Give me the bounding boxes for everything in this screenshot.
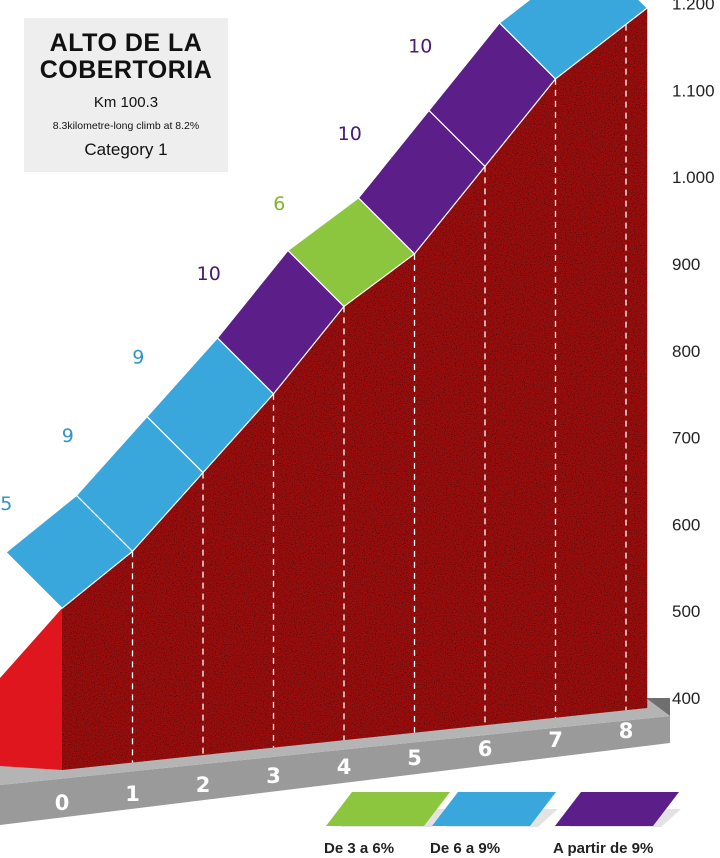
altitude-tick-8: 1.200 [672,0,715,14]
altitude-tick-0: 400 [672,689,700,708]
altitude-ticks: 400 500 600 700 800 900 1.000 1.100 1.200 [672,0,715,708]
gradient-label-6: 10 [338,123,362,145]
km-ticks: 0 1 2 3 4 5 6 7 8 [55,719,634,815]
climb-title: ALTO DE LA COBERTORIA [24,30,228,84]
km-tick-8: 8 [619,719,634,743]
base-cap [646,698,670,716]
climb-description: 8.3kilometre-long climb at 8.2% [52,120,200,132]
ribbon-segment-8 [498,0,649,80]
climb-info-box: ALTO DE LA COBERTORIA Km 100.3 8.3kilome… [24,18,228,172]
legend: De 3 a 6% De 6 a 9% A partir de 9% [324,792,681,857]
km-tick-3: 3 [266,764,281,788]
legend-label-3: A partir de 9% [553,840,653,857]
altitude-tick-4: 800 [672,342,700,361]
climb-km: Km 100.3 [93,94,159,111]
start-block [0,608,62,770]
km-tick-2: 2 [196,773,211,797]
altitude-tick-5: 900 [672,255,700,274]
gradient-label-5: 6 [273,193,285,215]
gradient-label-1: 6,5 [0,493,12,515]
legend-swatch-3 [555,792,679,826]
climb-title-line1: ALTO DE LA [49,29,203,57]
gradient-ribbon [5,0,649,610]
gradient-label-7: 10 [408,36,432,58]
gradient-label-2: 9 [62,425,74,447]
climb-title-line2: COBERTORIA [39,56,213,84]
altitude-tick-2: 600 [672,515,700,534]
km-tick-6: 6 [478,737,493,761]
legend-swatch-2 [432,792,556,826]
km-tick-7: 7 [548,728,563,752]
altitude-tick-1: 500 [672,602,700,621]
profile-wall [0,8,648,770]
altitude-tick-7: 1.100 [672,81,715,100]
legend-label-1: De 3 a 6% [324,840,394,857]
legend-swatch-1 [326,792,450,826]
legend-label-2: De 6 a 9% [430,840,500,857]
gradient-label-4: 10 [197,263,221,285]
altitude-tick-6: 1.000 [672,168,715,187]
km-tick-0: 0 [55,791,70,815]
km-tick-5: 5 [407,746,422,770]
altitude-tick-3: 700 [672,429,700,448]
km-tick-4: 4 [337,755,352,779]
profile-fill [62,8,648,770]
climb-category: Category 1 [84,140,168,159]
km-tick-1: 1 [125,782,140,806]
base-front [0,716,670,825]
gradient-labels: 6,59910610106,2 [0,36,432,515]
gradient-label-3: 9 [132,346,144,368]
